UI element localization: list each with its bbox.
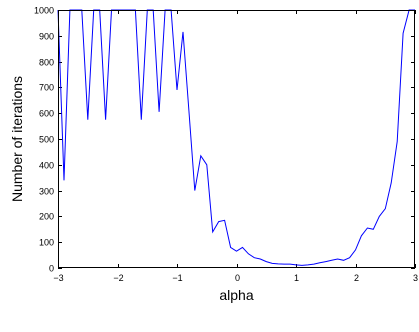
x-tick-label: −2 xyxy=(113,273,123,283)
x-tick-label: 1 xyxy=(294,273,299,283)
tick-labels-group: −3 −2 −1 0 1 2 3 0 100 200 300 400 500 600 700 800 900 10… xyxy=(34,6,418,284)
x-tick-label: −1 xyxy=(172,273,182,283)
y-tick-label: 300 xyxy=(39,187,54,197)
x-tick-label: −3 xyxy=(53,273,63,283)
y-tick-label: 700 xyxy=(39,83,54,93)
y-tick-label: 1000 xyxy=(34,6,54,16)
y-tick-label: 600 xyxy=(39,109,54,119)
y-tick-label: 900 xyxy=(39,32,54,42)
x-tick-label: 0 xyxy=(235,273,240,283)
y-tick-label: 400 xyxy=(39,161,54,171)
y-tick-label: 800 xyxy=(39,58,54,68)
y-tick-label: 100 xyxy=(39,238,54,248)
y-axis-label: Number of iterations xyxy=(9,76,25,202)
axes-box xyxy=(58,10,415,268)
plot-area xyxy=(58,10,415,268)
x-tick-label: 3 xyxy=(413,273,418,283)
x-tick-label: 2 xyxy=(354,273,359,283)
x-axis-label: alpha xyxy=(219,287,253,303)
y-tick-label: 200 xyxy=(39,212,54,222)
y-tick-label: 0 xyxy=(49,264,54,274)
y-tick-label: 500 xyxy=(39,135,54,145)
